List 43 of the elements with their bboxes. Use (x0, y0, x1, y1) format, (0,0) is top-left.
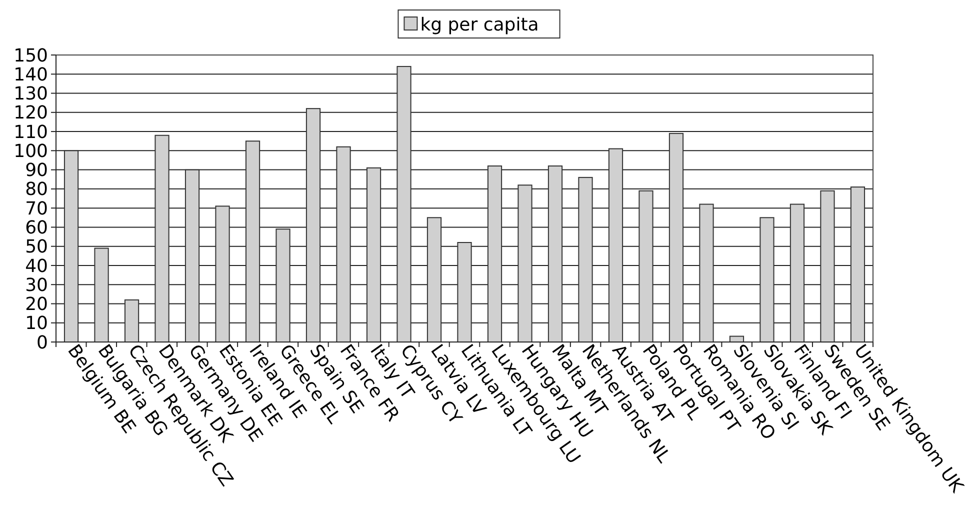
bar (426, 217, 442, 342)
bar (548, 165, 563, 342)
y-tick-label: 20 (25, 294, 48, 316)
y-tick-label: 70 (25, 198, 48, 220)
bar (154, 134, 170, 342)
y-tick-label: 0 (36, 332, 48, 354)
y-tick-label: 150 (14, 45, 48, 66)
bar (245, 140, 260, 342)
bar (306, 108, 321, 342)
y-tick-label: 100 (14, 140, 48, 162)
bar (760, 217, 774, 342)
bar (215, 206, 230, 342)
y-tick-label: 30 (25, 274, 48, 296)
bar (850, 186, 866, 342)
bar (699, 204, 714, 342)
bar (396, 66, 412, 342)
y-tick-label: 140 (14, 64, 48, 86)
bar (336, 146, 351, 342)
y-tick-label: 110 (14, 122, 48, 143)
bar (64, 150, 79, 342)
bar (184, 169, 200, 342)
y-tick-label: 50 (25, 236, 48, 258)
legend-label: kg per capita (420, 14, 539, 36)
y-tick-label: 120 (14, 102, 48, 124)
bar (578, 176, 593, 342)
bar (790, 204, 805, 342)
y-tick-label: 80 (25, 179, 48, 200)
bar (608, 148, 624, 342)
bar (457, 242, 472, 342)
y-tick-label: 60 (25, 218, 48, 238)
bar (820, 190, 835, 342)
y-tick-label: 90 (25, 160, 48, 182)
bar (638, 190, 654, 342)
y-tick-label: 130 (14, 84, 48, 105)
bar (124, 299, 140, 342)
bar (487, 165, 502, 342)
y-tick-label: 10 (25, 313, 48, 334)
bar (366, 167, 382, 342)
bar (94, 248, 109, 342)
bar (518, 184, 532, 342)
bar (276, 228, 290, 342)
bar (668, 132, 684, 342)
y-tick-label: 40 (25, 256, 48, 277)
